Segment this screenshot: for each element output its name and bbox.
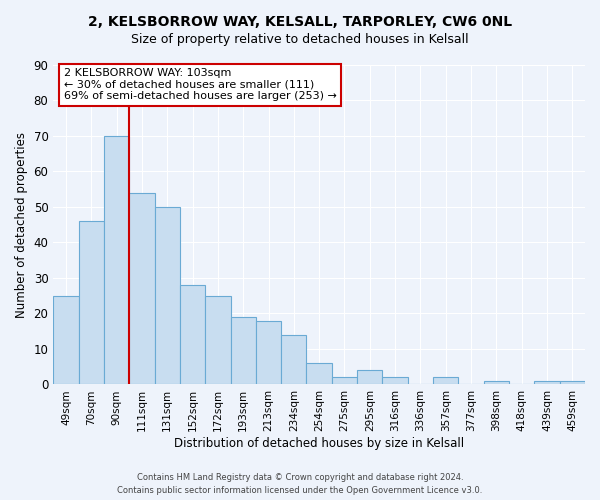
Bar xyxy=(433,378,458,384)
Bar xyxy=(180,285,205,384)
Bar xyxy=(155,207,180,384)
Bar xyxy=(307,363,332,384)
X-axis label: Distribution of detached houses by size in Kelsall: Distribution of detached houses by size … xyxy=(174,437,464,450)
Bar xyxy=(382,378,408,384)
Bar xyxy=(484,381,509,384)
Bar xyxy=(129,193,155,384)
Bar xyxy=(230,317,256,384)
Bar xyxy=(104,136,129,384)
Text: Size of property relative to detached houses in Kelsall: Size of property relative to detached ho… xyxy=(131,32,469,46)
Bar xyxy=(205,296,230,384)
Bar xyxy=(332,378,357,384)
Text: 2, KELSBORROW WAY, KELSALL, TARPORLEY, CW6 0NL: 2, KELSBORROW WAY, KELSALL, TARPORLEY, C… xyxy=(88,15,512,29)
Bar xyxy=(535,381,560,384)
Bar xyxy=(79,221,104,384)
Text: 2 KELSBORROW WAY: 103sqm
← 30% of detached houses are smaller (111)
69% of semi-: 2 KELSBORROW WAY: 103sqm ← 30% of detach… xyxy=(64,68,337,102)
Y-axis label: Number of detached properties: Number of detached properties xyxy=(15,132,28,318)
Bar xyxy=(560,381,585,384)
Text: Contains HM Land Registry data © Crown copyright and database right 2024.
Contai: Contains HM Land Registry data © Crown c… xyxy=(118,474,482,495)
Bar xyxy=(281,335,307,384)
Bar xyxy=(357,370,382,384)
Bar xyxy=(256,320,281,384)
Bar xyxy=(53,296,79,384)
